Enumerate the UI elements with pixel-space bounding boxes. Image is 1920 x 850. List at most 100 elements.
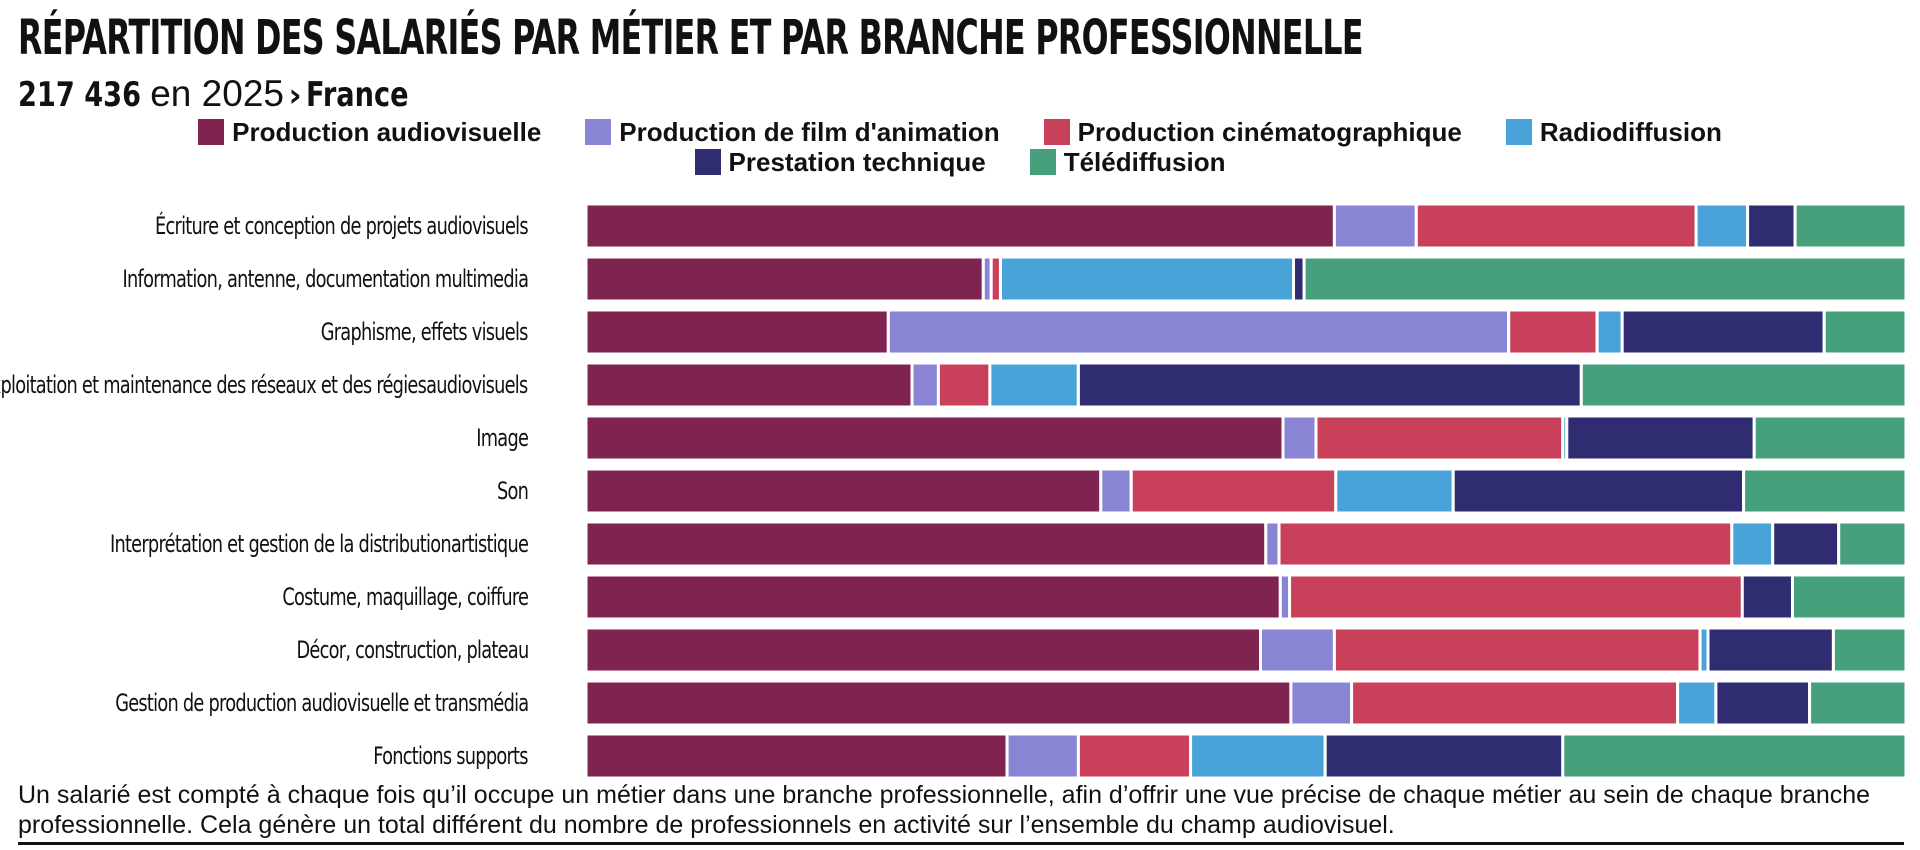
bar-segment xyxy=(1507,308,1599,356)
bar-segment xyxy=(1289,679,1354,727)
bar-segment xyxy=(886,308,1511,356)
location-label: France xyxy=(306,75,409,115)
bar-segment xyxy=(1579,361,1908,409)
bar-segment xyxy=(1129,467,1338,515)
bar-segment xyxy=(1350,679,1680,727)
bar-segment xyxy=(1565,414,1756,462)
legend-swatch xyxy=(198,119,225,145)
bar-segment xyxy=(1561,732,1908,780)
legend-row: Prestation technique Télédiffusion xyxy=(0,147,1920,177)
bar-segment xyxy=(1076,361,1583,409)
bar-segment xyxy=(1771,520,1841,568)
bar-segment xyxy=(584,255,985,303)
legend-label: Prestation technique xyxy=(728,147,986,177)
legend-item: Télédiffusion xyxy=(1029,147,1226,177)
legend-swatch xyxy=(1505,119,1532,145)
bar-segment xyxy=(1714,679,1812,727)
bar-segment xyxy=(1259,626,1336,674)
legend-label: Production cinématographique xyxy=(1077,117,1462,147)
legend-item: Production audiovisuelle xyxy=(198,117,541,147)
separator-chevron-icon: › xyxy=(288,76,302,114)
category-label: Image xyxy=(476,424,529,452)
bar-segment xyxy=(584,520,1268,568)
bar-segment xyxy=(584,361,914,409)
bar-segment xyxy=(1740,573,1795,621)
category-label: Fonctions supports xyxy=(373,742,528,770)
chart-subtitle: 217 436 en 2025 › France xyxy=(18,72,434,116)
category-label: Interprétation et gestion de la distribu… xyxy=(109,530,529,558)
bar-segment xyxy=(1808,679,1908,727)
category-label: Décor, construction, plateau xyxy=(296,636,529,664)
bar-segment xyxy=(936,361,992,409)
bar-segment xyxy=(1292,255,1306,303)
bar-segment xyxy=(1288,573,1744,621)
bar-segment xyxy=(1323,732,1565,780)
bar-segment xyxy=(1076,732,1193,780)
bar-segment xyxy=(584,414,1285,462)
bar-segment xyxy=(1694,202,1750,250)
bar-segment xyxy=(1752,414,1908,462)
bar-segment xyxy=(1791,573,1908,621)
category-label: Gestion de production audiovisuelle et t… xyxy=(114,689,529,717)
bar-segment xyxy=(1302,255,1908,303)
bar-segment xyxy=(1793,202,1908,250)
bar-segment xyxy=(1005,732,1080,780)
bar-segment xyxy=(988,361,1080,409)
bar-segment xyxy=(584,467,1103,515)
bar-segment xyxy=(1281,414,1318,462)
legend-swatch xyxy=(1029,149,1056,175)
bar-segment xyxy=(584,202,1336,250)
year-text: en 2025 xyxy=(150,73,284,114)
bar-segment xyxy=(1334,467,1455,515)
category-label: Son xyxy=(496,477,529,505)
bar-segment xyxy=(1451,467,1746,515)
bar-segment xyxy=(1676,679,1718,727)
bar-segment xyxy=(1189,732,1327,780)
legend-row: Production audiovisuelle Production de f… xyxy=(0,117,1920,147)
bar-segment xyxy=(1837,520,1908,568)
bar-segment xyxy=(584,679,1293,727)
bar-segment xyxy=(584,626,1262,674)
legend-item: Production de film d'animation xyxy=(585,117,1000,147)
legend-label: Production de film d'animation xyxy=(619,117,1000,147)
bar-segment xyxy=(1332,626,1702,674)
employee-count: 217 436 xyxy=(18,75,142,115)
bar-segment xyxy=(1314,414,1565,462)
bar-segment xyxy=(1595,308,1624,356)
bar-segment xyxy=(1706,626,1835,674)
legend-item: Radiodiffusion xyxy=(1505,117,1722,147)
bar-segment xyxy=(584,732,1009,780)
category-label: Graphisme, effets visuels xyxy=(321,318,529,346)
bar-segment xyxy=(1620,308,1826,356)
bar-segment xyxy=(1822,308,1908,356)
legend-label: Télédiffusion xyxy=(1063,147,1226,177)
bar-segment xyxy=(1746,202,1797,250)
bar-segment xyxy=(1831,626,1908,674)
legend-swatch xyxy=(585,119,612,145)
bar-segment xyxy=(1332,202,1418,250)
legend-item: Production cinématographique xyxy=(1043,117,1462,147)
bar-segment xyxy=(1742,467,1908,515)
legend-swatch xyxy=(1043,119,1070,145)
footnote: Un salarié est compté à chaque fois qu’i… xyxy=(18,781,1871,839)
legend-item: Prestation technique xyxy=(694,147,986,177)
bar-segment xyxy=(584,308,890,356)
bar-segment xyxy=(1277,520,1734,568)
bar-segment xyxy=(910,361,940,409)
legend-swatch xyxy=(694,149,721,175)
chart-title: RÉPARTITION DES SALARIÉS PAR MÉTIER ET P… xyxy=(18,10,1364,66)
legend-label: Radiodiffusion xyxy=(1539,117,1722,147)
bar-segment xyxy=(1099,467,1133,515)
category-label: Écriture et conception de projets audiov… xyxy=(155,212,529,240)
category-label: Exploitation et maintenance des réseaux … xyxy=(0,371,529,399)
bar-segment xyxy=(1414,202,1698,250)
category-label: Information, antenne, documentation mult… xyxy=(122,265,528,293)
bar-segment xyxy=(999,255,1295,303)
bottom-rule xyxy=(18,842,1904,845)
bar-segment xyxy=(1264,520,1281,568)
chart-legend: Production audiovisuelle Production de f… xyxy=(0,117,1920,177)
category-label: Costume, maquillage, coiffure xyxy=(282,583,529,611)
bar-segment xyxy=(584,573,1282,621)
legend-label: Production audiovisuelle xyxy=(232,117,542,147)
